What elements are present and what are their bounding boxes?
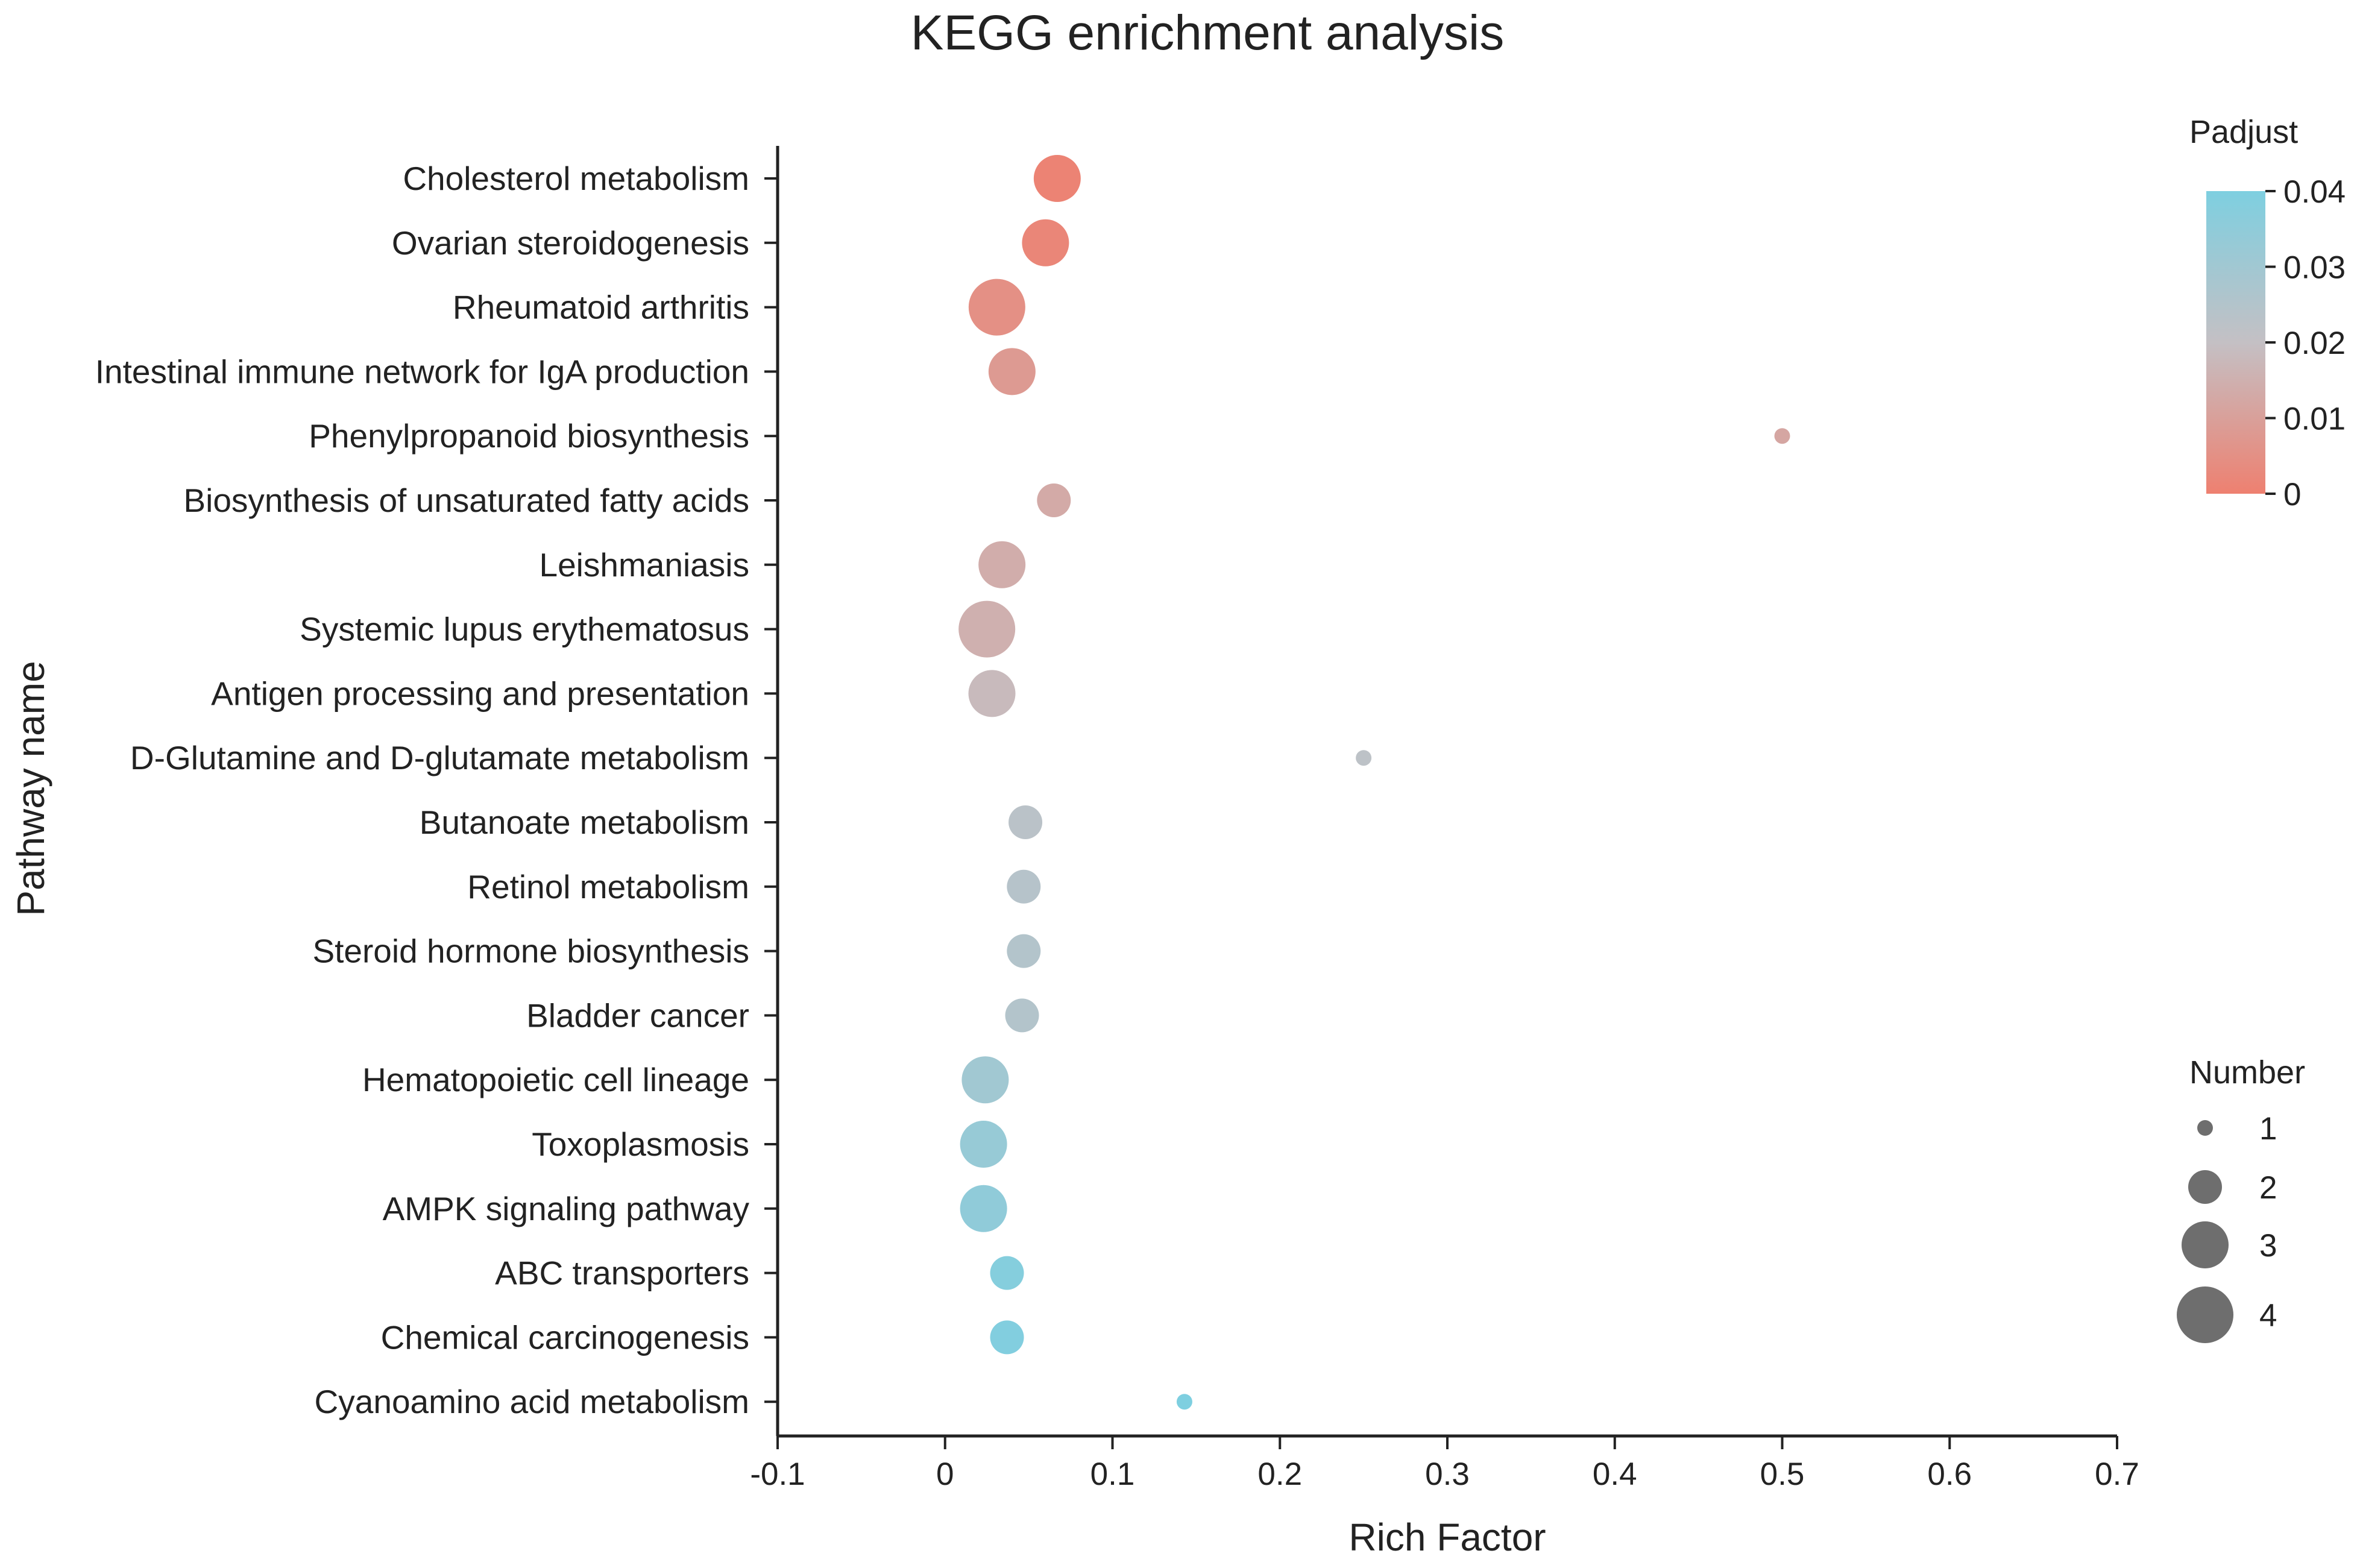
- number-legend-label: 4: [2259, 1298, 2277, 1333]
- pathway-label: Butanoate metabolism: [420, 804, 749, 841]
- pathway-label: ABC transporters: [495, 1255, 749, 1292]
- pathway-label: AMPK signaling pathway: [383, 1190, 750, 1227]
- pathway-label: Leishmaniasis: [539, 546, 749, 584]
- data-points: [958, 155, 1790, 1410]
- pathway-label: Toxoplasmosis: [532, 1126, 749, 1163]
- padjust-colorbar: [2206, 191, 2265, 494]
- x-tick-label: 0.5: [1760, 1456, 1805, 1492]
- x-tick-label: 0.1: [1090, 1456, 1135, 1492]
- pathway-point: [1037, 483, 1071, 517]
- pathway-point: [1033, 155, 1081, 202]
- pathway-label: Hematopoietic cell lineage: [362, 1061, 749, 1098]
- number-legend-items: 1 2 3 4: [2177, 1111, 2277, 1343]
- pathway-point: [990, 1320, 1024, 1355]
- padjust-legend-ticks: 0 0.01 0.02 0.03 0.04: [2265, 174, 2346, 512]
- pathway-point: [988, 348, 1036, 395]
- y-axis-ticks: Cholesterol metabolism Ovarian steroidoge…: [95, 160, 778, 1420]
- x-axis-label: Rich Factor: [1348, 1516, 1546, 1559]
- pathway-point: [1022, 219, 1069, 266]
- pathway-point: [1176, 1394, 1192, 1410]
- number-legend-label: 2: [2259, 1170, 2277, 1206]
- x-tick-label: -0.1: [750, 1456, 805, 1492]
- pathway-point: [1007, 869, 1041, 904]
- pathway-label: Steroid hormone biosynthesis: [312, 933, 749, 970]
- padjust-legend-title: Padjust: [2189, 114, 2298, 150]
- number-legend-label: 1: [2259, 1111, 2277, 1147]
- pathway-label: Ovarian steroidogenesis: [392, 224, 749, 262]
- x-tick-label: 0: [936, 1456, 954, 1492]
- pathway-point: [1005, 998, 1039, 1033]
- number-legend-marker: [2182, 1221, 2229, 1268]
- pathway-point: [958, 600, 1016, 658]
- x-tick-label: 0.7: [2095, 1456, 2139, 1492]
- x-tick-label: 0.2: [1257, 1456, 1302, 1492]
- pathway-label: Phenylpropanoid biosynthesis: [309, 417, 749, 455]
- pathway-point: [1009, 805, 1043, 839]
- pathway-point: [968, 279, 1025, 336]
- pathway-label: Cyanoamino acid metabolism: [315, 1383, 749, 1420]
- pathway-label: D-Glutamine and D-glutamate metabolism: [130, 739, 749, 776]
- pathway-point: [1007, 934, 1041, 968]
- number-legend-label: 3: [2259, 1228, 2277, 1264]
- number-legend-marker: [2188, 1170, 2222, 1204]
- pathway-label: Rheumatoid arthritis: [453, 289, 749, 326]
- pathway-label: Antigen processing and presentation: [211, 675, 749, 712]
- x-tick-label: 0.3: [1425, 1456, 1470, 1492]
- pathway-point: [960, 1121, 1007, 1168]
- number-legend-marker: [2197, 1120, 2213, 1136]
- pathway-label: Intestinal immune network for IgA produc…: [95, 353, 749, 390]
- pathway-label: Chemical carcinogenesis: [381, 1318, 749, 1356]
- pathway-label: Bladder cancer: [526, 997, 749, 1034]
- pathway-point: [978, 541, 1026, 588]
- y-axis-label: Pathway name: [9, 661, 52, 916]
- number-size-legend: Number 1 2 3 4: [2177, 1054, 2305, 1343]
- padjust-tick-label: 0: [2283, 477, 2301, 512]
- pathway-label: Cholesterol metabolism: [403, 160, 749, 197]
- pathway-point: [961, 1056, 1009, 1104]
- padjust-tick-label: 0.02: [2283, 326, 2346, 361]
- number-legend-title: Number: [2189, 1054, 2305, 1091]
- x-axis-ticks: -0.1 0 0.1 0.2 0.3 0.4 0.5 0.6 0.7: [750, 1436, 2139, 1492]
- chart-title: KEGG enrichment analysis: [911, 5, 1504, 60]
- plot-area: -0.1 0 0.1 0.2 0.3 0.4 0.5 0.6 0.7 Cholesterol m…: [95, 146, 2139, 1492]
- pathway-label: Retinol metabolism: [467, 868, 749, 905]
- x-tick-label: 0.6: [1927, 1456, 1972, 1492]
- pathway-label: Biosynthesis of unsaturated fatty acids: [183, 482, 749, 519]
- pathway-point: [1356, 750, 1372, 766]
- number-legend-marker: [2177, 1286, 2233, 1343]
- padjust-tick-label: 0.04: [2283, 174, 2346, 210]
- pathway-point: [1774, 428, 1790, 444]
- x-tick-label: 0.4: [1593, 1456, 1637, 1492]
- padjust-tick-label: 0.01: [2283, 401, 2346, 437]
- pathway-point: [960, 1185, 1007, 1232]
- padjust-color-legend: Padjust 0 0.01 0.02 0.03 0.04: [2189, 114, 2346, 512]
- pathway-label: Systemic lupus erythematosus: [300, 611, 749, 648]
- padjust-tick-label: 0.03: [2283, 250, 2346, 286]
- pathway-point: [968, 670, 1016, 717]
- pathway-point: [990, 1256, 1024, 1290]
